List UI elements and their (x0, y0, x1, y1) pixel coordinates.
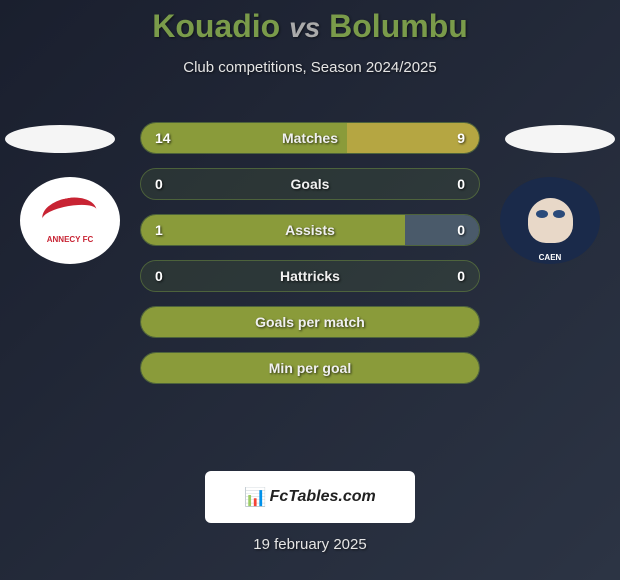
vs-separator: vs (289, 12, 320, 43)
chart-icon: 📊 (244, 487, 266, 508)
flag-left-icon (5, 125, 115, 153)
player1-name: Kouadio (152, 8, 280, 44)
stat-label: Goals (141, 176, 479, 192)
comparison-title: Kouadio vs Bolumbu (0, 0, 620, 45)
brand-text: FcTables.com (270, 488, 376, 506)
stat-row-gpm: Goals per match (140, 306, 480, 338)
stat-label: Hattricks (141, 268, 479, 284)
brand-box[interactable]: 📊 FcTables.com (205, 471, 415, 523)
subtitle: Club competitions, Season 2024/2025 (0, 59, 620, 76)
stat-value-right: 0 (457, 222, 465, 238)
stat-row-hattricks: 0 Hattricks 0 (140, 260, 480, 292)
stat-label: Min per goal (141, 360, 479, 376)
club-left-name: ANNECY FC (47, 235, 94, 244)
stat-row-assists: 1 Assists 0 (140, 214, 480, 246)
stat-label: Goals per match (141, 314, 479, 330)
stat-row-goals: 0 Goals 0 (140, 168, 480, 200)
stat-row-matches: 14 Matches 9 (140, 122, 480, 154)
caen-shield-icon (513, 188, 588, 253)
stat-label: Assists (141, 222, 479, 238)
club-right-name: CAEN (539, 253, 562, 262)
club-logo-left: ANNECY FC (20, 177, 120, 264)
stats-container: 14 Matches 9 0 Goals 0 1 Assists 0 0 Hat… (140, 122, 480, 398)
viking-face-icon (528, 198, 573, 243)
stat-value-right: 0 (457, 268, 465, 284)
stat-row-mpg: Min per goal (140, 352, 480, 384)
stat-value-right: 9 (457, 130, 465, 146)
flag-right-icon (505, 125, 615, 153)
player2-name: Bolumbu (329, 8, 468, 44)
club-logo-right: CAEN (500, 177, 600, 264)
stat-label: Matches (141, 130, 479, 146)
footer-date: 19 february 2025 (0, 536, 620, 553)
stat-value-right: 0 (457, 176, 465, 192)
annecy-swoosh-icon (40, 198, 100, 233)
